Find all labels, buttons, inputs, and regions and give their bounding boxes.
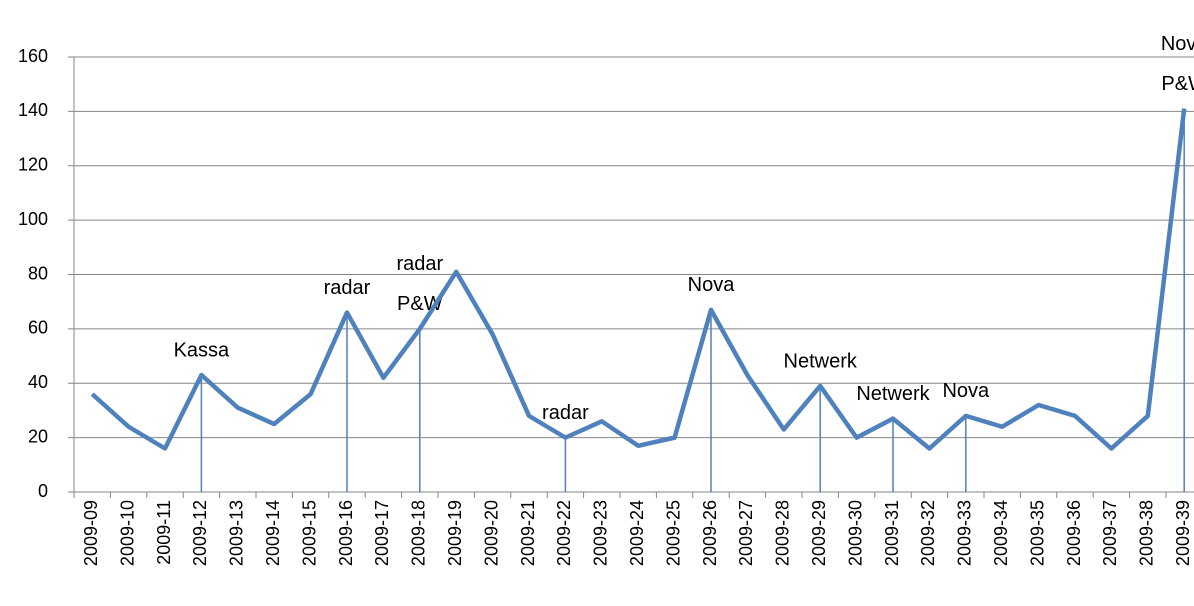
x-tick-label: 2009-24 — [627, 500, 647, 566]
annotation: Nova — [1161, 33, 1194, 55]
annotation: Kassa — [174, 339, 230, 361]
x-tick-label: 2009-14 — [263, 500, 283, 566]
y-tick-label: 160 — [18, 46, 48, 66]
annotation: radar — [324, 277, 371, 299]
x-tick-label: 2009-16 — [336, 500, 356, 566]
x-tick-label: 2009-23 — [591, 500, 611, 566]
y-tick-label: 100 — [18, 209, 48, 229]
x-tick-label: 2009-13 — [227, 500, 247, 566]
y-tick-label: 0 — [38, 481, 48, 501]
x-tick-label: 2009-33 — [955, 500, 975, 566]
x-tick-label: 2009-30 — [845, 500, 865, 566]
x-tick-label: 2009-10 — [117, 500, 137, 566]
x-tick-label: 2009-32 — [918, 500, 938, 566]
x-tick-label: 2009-38 — [1137, 500, 1157, 566]
annotation: Nova — [942, 380, 990, 402]
x-tick-label: 2009-22 — [554, 500, 574, 566]
annotation: radar — [396, 253, 443, 275]
y-tick-label: 40 — [28, 372, 48, 392]
x-tick-label: 2009-12 — [190, 500, 210, 566]
annotation: Netwerk — [856, 383, 930, 405]
annotation: Netwerk — [784, 350, 858, 372]
x-tick-label: 2009-36 — [1064, 500, 1084, 566]
x-tick-label: 2009-15 — [299, 500, 319, 566]
y-tick-label: 120 — [18, 155, 48, 175]
y-tick-label: 20 — [28, 426, 48, 446]
x-tick-label: 2009-28 — [773, 500, 793, 566]
x-tick-label: 2009-34 — [991, 500, 1011, 566]
x-tick-label: 2009-19 — [445, 500, 465, 566]
annotation: Nova — [688, 274, 736, 296]
x-tick-label: 2009-11 — [154, 500, 174, 565]
annotation: radar — [542, 402, 589, 424]
x-tick-label: 2009-18 — [409, 500, 429, 566]
x-tick-label: 2009-39 — [1173, 500, 1193, 566]
y-tick-label: 140 — [18, 100, 48, 120]
x-tick-label: 2009-31 — [882, 500, 902, 566]
x-tick-label: 2009-27 — [736, 500, 756, 566]
x-tick-label: 2009-09 — [81, 500, 101, 566]
x-tick-label: 2009-35 — [1027, 500, 1047, 566]
y-tick-label: 80 — [28, 263, 48, 283]
x-tick-label: 2009-25 — [663, 500, 683, 566]
x-tick-label: 2009-29 — [809, 500, 829, 566]
x-tick-label: 2009-26 — [700, 500, 720, 566]
x-tick-label: 2009-37 — [1100, 500, 1120, 566]
annotation: P&W — [1161, 73, 1194, 95]
x-tick-label: 2009-20 — [481, 500, 501, 566]
y-tick-label: 60 — [28, 318, 48, 338]
line-series — [90, 108, 1187, 451]
x-tick-label: 2009-21 — [518, 500, 538, 566]
x-tick-label: 2009-17 — [372, 500, 392, 566]
